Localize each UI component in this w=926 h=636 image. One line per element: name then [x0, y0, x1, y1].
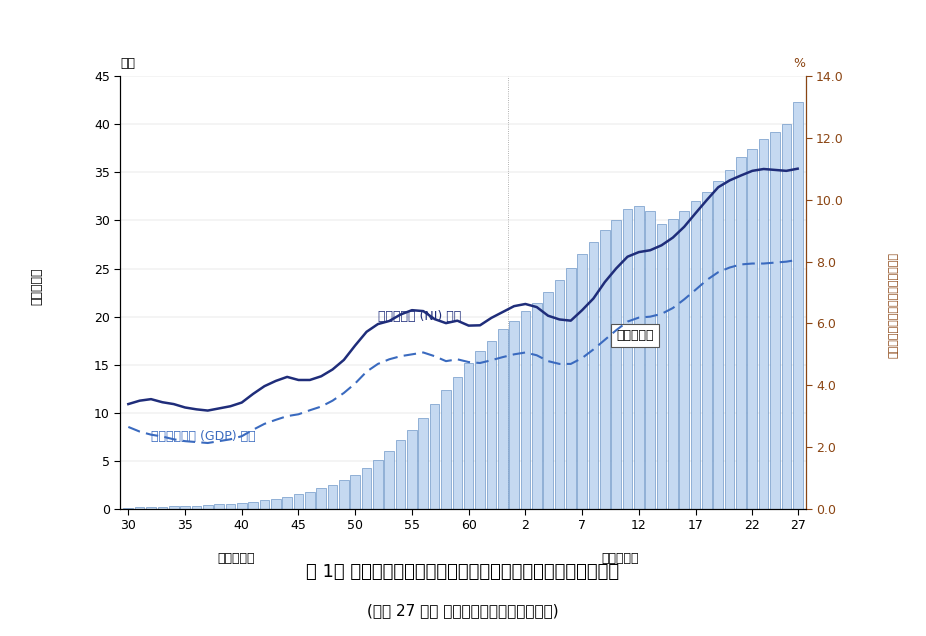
Bar: [657, 224, 667, 509]
Bar: [475, 351, 485, 509]
Bar: [259, 501, 269, 509]
Bar: [782, 123, 791, 509]
Bar: [600, 230, 609, 509]
Bar: [634, 206, 644, 509]
Bar: [123, 508, 133, 509]
Bar: [328, 485, 337, 509]
Text: %: %: [794, 57, 806, 70]
Bar: [419, 418, 428, 509]
Bar: [192, 506, 201, 509]
Bar: [713, 181, 723, 509]
Bar: [453, 377, 462, 509]
Bar: [305, 492, 315, 509]
Bar: [509, 321, 519, 509]
Bar: [691, 202, 700, 509]
Bar: [589, 242, 598, 509]
Bar: [407, 431, 417, 509]
Bar: [181, 506, 190, 509]
Bar: [373, 460, 382, 509]
Bar: [294, 494, 304, 509]
Bar: [146, 507, 156, 509]
Bar: [384, 451, 394, 509]
Bar: [486, 341, 496, 509]
Text: 対国内総生産比率・対国民所得比率: 対国内総生産比率・対国民所得比率: [889, 252, 898, 358]
Bar: [441, 391, 451, 509]
Bar: [271, 499, 281, 509]
Bar: [214, 504, 224, 509]
Bar: [680, 211, 689, 509]
Bar: [668, 219, 678, 509]
Bar: [793, 102, 803, 509]
Bar: [725, 170, 734, 509]
Bar: [555, 280, 564, 509]
Bar: [464, 363, 473, 509]
Bar: [498, 329, 507, 509]
Bar: [736, 157, 745, 509]
Bar: [758, 139, 769, 509]
Text: 対国内総生産 (GDP) 比率: 対国内総生産 (GDP) 比率: [151, 430, 256, 443]
Bar: [282, 497, 292, 509]
Text: 国民医療費: 国民医療費: [616, 329, 654, 342]
Bar: [135, 508, 144, 509]
Bar: [350, 474, 360, 509]
Bar: [611, 220, 621, 509]
Text: (平成 27 年度 国民医療費の概况より転載): (平成 27 年度 国民医療費の概况より転載): [368, 603, 558, 618]
Text: 昭和・年度: 昭和・年度: [218, 552, 256, 565]
Bar: [770, 132, 780, 509]
Bar: [702, 191, 712, 509]
Bar: [395, 440, 406, 509]
Bar: [237, 502, 246, 509]
Bar: [203, 505, 213, 509]
Bar: [532, 303, 542, 509]
Text: 兆円: 兆円: [120, 57, 135, 70]
Bar: [362, 467, 371, 509]
Text: 対国民所得 (NI) 比率: 対国民所得 (NI) 比率: [378, 310, 461, 324]
Bar: [226, 504, 235, 509]
Bar: [157, 507, 168, 509]
Bar: [430, 404, 440, 509]
Text: 平成・年度: 平成・年度: [601, 552, 639, 565]
Bar: [645, 211, 655, 509]
Bar: [544, 292, 553, 509]
Text: 国民医療費: 国民医療費: [31, 268, 44, 305]
Bar: [622, 209, 632, 509]
Text: 図 1． 国民医療費・対国内総生産・対国民所得比率の年次推移: 図 1． 国民医療費・対国内総生産・対国民所得比率の年次推移: [307, 563, 619, 581]
Bar: [339, 480, 349, 509]
Bar: [248, 502, 258, 509]
Bar: [169, 506, 179, 509]
Bar: [520, 311, 531, 509]
Bar: [566, 268, 576, 509]
Bar: [577, 254, 587, 509]
Bar: [317, 488, 326, 509]
Bar: [747, 149, 757, 509]
